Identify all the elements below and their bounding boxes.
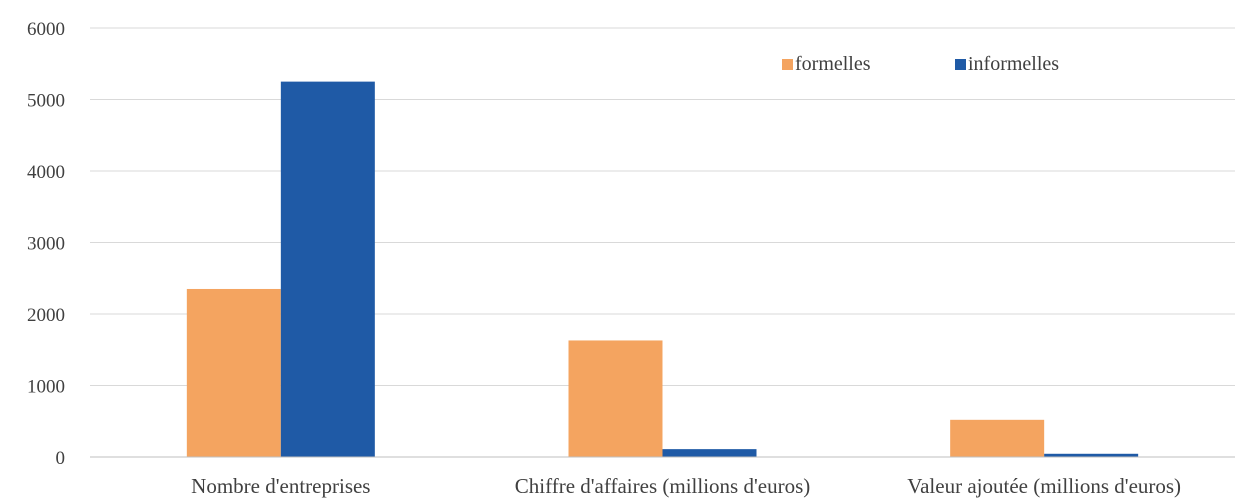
y-tick-label: 3000 xyxy=(27,234,65,255)
bar-formelles-1 xyxy=(568,340,663,457)
bar-formelles-2 xyxy=(950,419,1045,457)
category-label: Chiffre d'affaires (millions d'euros) xyxy=(515,474,810,498)
y-tick-label: 0 xyxy=(56,448,66,469)
legend: formelles informelles xyxy=(782,53,1059,75)
bar-formelles-0 xyxy=(186,288,281,457)
category-labels: Nombre d'entreprises Chiffre d'affaires (… xyxy=(191,474,1181,498)
y-axis-ticks: 0 1000 2000 3000 4000 5000 6000 xyxy=(27,19,65,469)
category-label: Nombre d'entreprises xyxy=(191,474,370,498)
bar-informelles-2 xyxy=(1044,453,1139,457)
y-tick-label: 2000 xyxy=(27,305,65,326)
y-tick-label: 4000 xyxy=(27,162,65,183)
bar-informelles-1 xyxy=(662,449,757,457)
y-tick-label: 1000 xyxy=(27,377,65,398)
category-label: Valeur ajoutée (millions d'euros) xyxy=(907,474,1181,498)
legend-swatch-formelles xyxy=(782,59,793,70)
bar-informelles-0 xyxy=(280,81,375,457)
bars xyxy=(186,81,1139,457)
y-tick-label: 6000 xyxy=(27,19,65,40)
legend-label-informelles: informelles xyxy=(968,53,1059,75)
y-tick-label: 5000 xyxy=(27,91,65,112)
legend-label-formelles: formelles xyxy=(795,53,871,75)
legend-swatch-informelles xyxy=(955,59,966,70)
